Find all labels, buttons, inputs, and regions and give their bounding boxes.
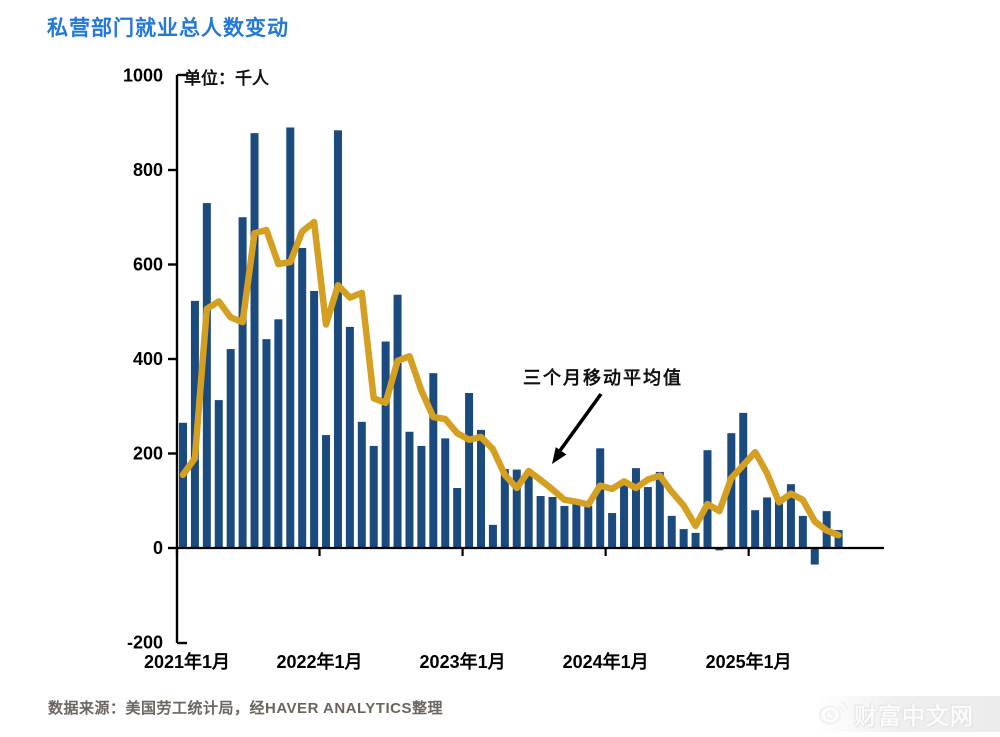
bar <box>453 487 462 548</box>
bar <box>357 421 366 548</box>
bar <box>655 471 664 548</box>
bar <box>834 530 843 548</box>
bar <box>477 429 485 548</box>
bar <box>536 496 545 548</box>
bar <box>250 133 259 548</box>
x-tick-label: 2023年1月 <box>420 651 506 672</box>
bar <box>798 515 807 548</box>
x-tick-label: 2025年1月 <box>706 651 792 672</box>
bar <box>810 548 819 565</box>
bar <box>643 487 652 548</box>
bar <box>739 412 748 548</box>
annotation-arrowhead <box>552 447 567 464</box>
unit-label: 单位：千人 <box>184 69 269 88</box>
bar <box>667 515 676 548</box>
bar <box>584 505 593 548</box>
bar <box>524 474 533 548</box>
bar <box>679 529 688 548</box>
bar <box>596 448 605 548</box>
annotation-arrow <box>557 392 603 454</box>
bar <box>631 468 640 548</box>
annotation-label: 三个月移动平均值 <box>523 368 683 388</box>
page-title: 私营部门就业总人数变动 <box>47 17 289 40</box>
weibo-eye-icon <box>818 698 849 731</box>
bar <box>441 438 450 548</box>
x-tick-label: 2021年1月 <box>144 651 230 672</box>
y-tick-label: 600 <box>133 255 163 275</box>
bar <box>572 502 581 548</box>
bar <box>620 483 629 548</box>
bar <box>322 435 331 548</box>
bar <box>727 433 736 548</box>
y-tick-label: 400 <box>133 349 163 369</box>
bar <box>202 203 211 548</box>
bar <box>262 339 271 548</box>
bar <box>214 400 223 548</box>
bar <box>286 127 295 548</box>
bar <box>429 373 438 548</box>
bar <box>226 349 235 548</box>
bar <box>715 548 724 551</box>
bar <box>691 532 700 548</box>
y-tick-label: 1000 <box>123 66 163 86</box>
y-tick-label: 800 <box>133 160 163 180</box>
watermark: 财富中文网 <box>818 696 1000 732</box>
bar <box>417 445 426 548</box>
bar <box>274 319 283 548</box>
x-tick-label: 2024年1月 <box>563 651 649 672</box>
bar <box>775 498 783 548</box>
bar <box>488 524 497 548</box>
bar <box>381 341 390 548</box>
bar <box>298 247 307 548</box>
source-note: 数据来源：美国劳工统计局，经HAVER ANALYTICS整理 <box>48 700 443 717</box>
bar <box>238 217 247 548</box>
bar <box>310 290 319 548</box>
bar <box>751 510 760 548</box>
bar <box>465 393 474 548</box>
y-tick-label: 0 <box>153 538 163 558</box>
bar <box>405 431 414 548</box>
bar <box>333 130 342 548</box>
x-tick-label: 2022年1月 <box>277 651 363 672</box>
ma-line <box>179 218 842 539</box>
bar <box>179 422 187 548</box>
bar <box>548 496 557 548</box>
y-tick-label: 200 <box>133 444 163 464</box>
bar <box>393 294 402 548</box>
bar <box>345 326 354 548</box>
bar <box>560 505 569 548</box>
bar <box>608 513 617 548</box>
bar <box>703 450 712 548</box>
bar <box>369 445 378 548</box>
bar <box>786 484 795 548</box>
bar <box>763 497 772 548</box>
bar <box>512 469 521 548</box>
watermark-label: 财富中文网 <box>854 703 974 729</box>
bar <box>500 469 509 548</box>
y-tick-label: -200 <box>127 633 163 653</box>
